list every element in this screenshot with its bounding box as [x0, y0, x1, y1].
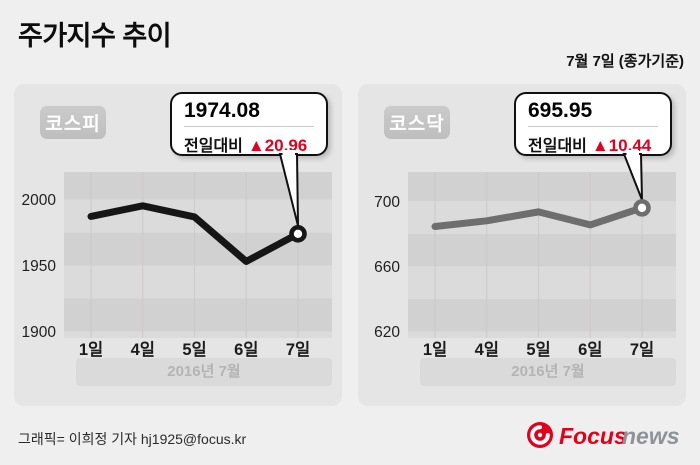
svg-text:7일: 7일 — [630, 340, 654, 359]
kospi-axis-note: 2016년 7월 — [76, 358, 332, 386]
kospi-badge: 코스피 — [40, 105, 106, 139]
kosdaq-axis-note: 2016년 7월 — [420, 358, 676, 386]
focusnews-logo: Focus news — [526, 420, 686, 455]
kospi-change-value: ▲20.96 — [247, 136, 308, 156]
date-note: 7월 7일 (종가기준) — [566, 53, 684, 70]
kosdaq-panel: 코스닥 695.95 전일대비 ▲10.44 2016년 7월 700 660 620… — [358, 84, 686, 406]
page-title: 주가지수 추이 — [18, 21, 172, 51]
svg-text:6일: 6일 — [578, 340, 602, 359]
kospi-callout: 1974.08 전일대비 ▲20.96 — [170, 92, 328, 156]
kospi-change-row: 전일대비 ▲20.96 — [184, 132, 314, 156]
kosdaq-closing-value: 695.95 — [528, 99, 593, 122]
change-label: 전일대비 — [184, 138, 243, 156]
kospi-closing-value: 1974.08 — [184, 99, 260, 122]
svg-text:4일: 4일 — [131, 340, 155, 359]
svg-text:4일: 4일 — [475, 340, 499, 359]
callout-divider — [184, 126, 314, 128]
svg-text:5일: 5일 — [526, 340, 550, 359]
svg-text:1일: 1일 — [79, 340, 103, 359]
svg-text:2000: 2000 — [22, 192, 57, 209]
kosdaq-change-value: ▲10.44 — [591, 136, 652, 156]
svg-text:1900: 1900 — [22, 324, 57, 341]
svg-text:6일: 6일 — [234, 340, 258, 359]
callout-divider — [528, 126, 658, 128]
kospi-panel: 코스피 1974.08 전일대비 ▲20.96 2016년 7월 2000 1950… — [14, 84, 342, 406]
logo-word-focus: Focus — [559, 423, 627, 449]
svg-text:7일: 7일 — [286, 340, 310, 359]
kosdaq-change-row: 전일대비 ▲10.44 — [528, 132, 658, 156]
graphic-credit: 그래픽= 이희정 기자 hj1925@focus.kr — [18, 431, 247, 447]
svg-text:1일: 1일 — [423, 340, 447, 359]
logo-word-news: news — [622, 423, 680, 449]
svg-text:1950: 1950 — [22, 258, 57, 275]
svg-text:620: 620 — [374, 324, 400, 341]
kosdaq-callout: 695.95 전일대비 ▲10.44 — [514, 92, 672, 156]
focusnews-swirl-icon — [527, 422, 553, 448]
change-label: 전일대비 — [528, 138, 587, 156]
svg-text:5일: 5일 — [182, 340, 206, 359]
svg-text:700: 700 — [374, 194, 400, 211]
kosdaq-badge: 코스닥 — [384, 105, 450, 139]
svg-text:660: 660 — [374, 259, 400, 276]
